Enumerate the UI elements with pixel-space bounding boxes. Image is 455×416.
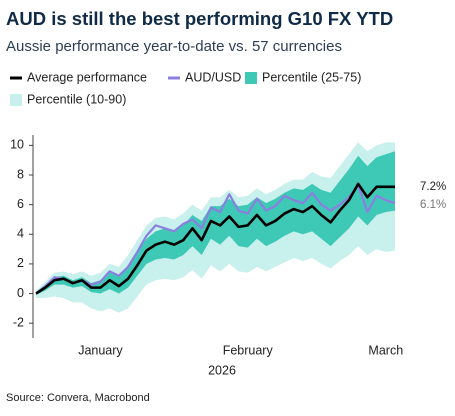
chart-title: AUD is still the best performing G10 FX … [6,8,393,29]
series-line [35,182,395,295]
legend-label: Average performance [27,70,147,84]
y-tick-label: 10 [10,138,24,152]
y-tick-label: 4 [17,227,24,241]
x-tick-label: February [223,343,274,357]
legend-label: AUD/USD [185,70,241,84]
value-label: 7.2% [420,181,446,193]
y-tick-label: 2 [17,256,24,270]
y-tick-label: -2 [13,315,24,329]
legend-label: Percentile (10-90) [27,92,126,106]
x-axis-label: 2026 [208,363,236,377]
legend-label: Percentile (25-75) [262,70,361,84]
y-tick-label: 8 [17,167,24,181]
y-tick-label: 0 [17,286,24,300]
x-tick-label: January [78,343,123,357]
chart-subtitle: Aussie performance year-to-date vs. 57 c… [6,38,342,55]
value-label: 6.1% [420,199,446,211]
source: Source: Convera, Macrobond [6,392,150,404]
legend-swatch [245,72,257,84]
x-tick-label: March [368,343,403,357]
series-line [35,184,396,295]
legend-swatch [10,94,22,106]
y-tick-label: 6 [17,197,24,211]
